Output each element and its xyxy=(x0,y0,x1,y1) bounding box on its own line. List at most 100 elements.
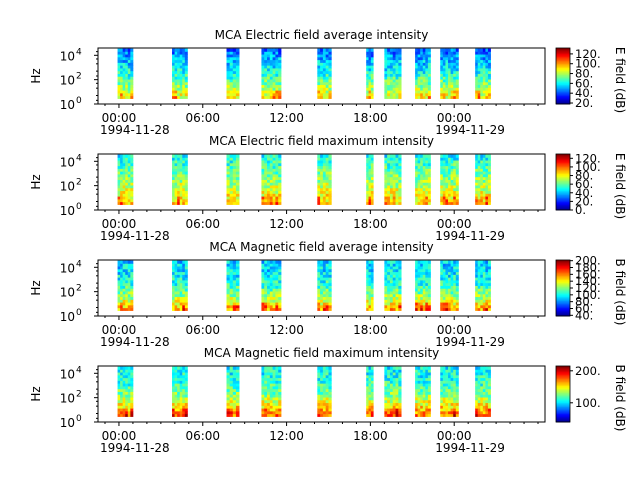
spectrogram-cell xyxy=(422,92,426,97)
spectrogram-cell xyxy=(317,84,321,88)
spectrogram-cell xyxy=(487,65,491,69)
spectrogram-cell xyxy=(275,263,279,267)
spectrogram-cell xyxy=(425,73,429,77)
spectrogram-cell xyxy=(445,193,449,197)
spectrogram-cell xyxy=(130,79,134,83)
spectrogram-cell xyxy=(389,263,394,267)
colorbar-segment xyxy=(556,392,570,395)
spectrogram-cell xyxy=(179,190,183,194)
spectrogram-cell xyxy=(174,391,178,395)
spectrogram-cell xyxy=(448,54,452,58)
spectrogram-cell xyxy=(174,413,178,417)
spectrogram-cell xyxy=(320,84,324,88)
spectrogram-cell xyxy=(184,92,188,97)
spectrogram-cell xyxy=(387,174,391,178)
spectrogram-cell xyxy=(120,160,124,164)
spectrogram-cell xyxy=(235,198,240,203)
spectrogram-cell xyxy=(117,62,121,66)
spectrogram-cell xyxy=(422,374,426,379)
spectrogram-cell xyxy=(448,51,452,55)
spectrogram-cell xyxy=(398,84,402,88)
colorbar-segment xyxy=(556,416,570,419)
spectrogram-cell xyxy=(415,193,419,197)
y-tick-exponent: 4 xyxy=(76,153,82,163)
spectrogram-cell xyxy=(272,291,276,295)
spectrogram-cell xyxy=(127,68,131,72)
spectrogram-cell xyxy=(370,59,374,63)
colorbar-segment xyxy=(556,198,570,201)
spectrogram-cell xyxy=(269,174,274,178)
spectrogram-cell xyxy=(480,374,484,379)
spectrogram-cell xyxy=(182,179,186,183)
spectrogram-cell xyxy=(480,95,484,99)
spectrogram-cell xyxy=(422,288,426,292)
spectrogram-cell xyxy=(174,87,178,91)
colorbar-segment xyxy=(556,69,570,71)
spectrogram-cell xyxy=(368,56,372,61)
spectrogram-cell xyxy=(278,397,282,401)
spectrogram-cell xyxy=(269,277,274,281)
spectrogram-cell xyxy=(482,291,486,295)
spectrogram-cell xyxy=(417,394,421,398)
spectrogram-cell xyxy=(389,299,394,303)
spectrogram-cell xyxy=(177,369,181,373)
spectrogram-cell xyxy=(328,282,332,286)
spectrogram-cell xyxy=(389,277,394,281)
spectrogram-cell xyxy=(398,182,402,186)
spectrogram-cell xyxy=(475,79,479,83)
spectrogram-cell xyxy=(322,372,327,376)
spectrogram-cell xyxy=(272,196,276,200)
spectrogram-cell xyxy=(427,302,431,306)
spectrogram-cell xyxy=(125,394,129,398)
spectrogram-cell xyxy=(125,76,129,80)
spectrogram-cell xyxy=(485,408,489,412)
spectrogram-cell xyxy=(232,56,237,61)
spectrogram-cell xyxy=(370,277,374,281)
spectrogram-cell xyxy=(177,299,181,303)
spectrogram-cell xyxy=(420,380,424,384)
spectrogram-cell xyxy=(450,65,454,69)
spectrogram-cell xyxy=(450,377,454,381)
spectrogram-cell xyxy=(322,282,327,286)
spectrogram-cell xyxy=(322,377,327,381)
spectrogram-cell xyxy=(477,399,481,404)
spectrogram-cell xyxy=(174,193,178,197)
spectrogram-cell xyxy=(272,62,276,66)
spectrogram-cell xyxy=(235,54,240,58)
spectrogram-cell xyxy=(269,285,274,289)
spectrogram-cell xyxy=(125,187,129,192)
spectrogram-cell xyxy=(450,174,454,178)
spectrogram-cell xyxy=(232,90,237,94)
spectrogram-cell xyxy=(272,68,276,72)
spectrogram-cell xyxy=(182,266,186,270)
spectrogram-cell xyxy=(232,410,237,415)
spectrogram-cell xyxy=(317,296,321,300)
spectrogram-cell xyxy=(487,187,491,192)
spectrogram-cell xyxy=(267,271,271,275)
spectrogram-cell xyxy=(398,399,402,404)
spectrogram-cell xyxy=(127,201,131,205)
spectrogram-cell xyxy=(487,274,491,278)
spectrogram-cell xyxy=(482,196,486,200)
spectrogram-cell xyxy=(125,280,129,284)
spectrogram-cell xyxy=(264,405,268,409)
spectrogram-cell xyxy=(278,307,282,311)
spectrogram-cell xyxy=(325,413,329,417)
spectrogram-cell xyxy=(182,408,186,412)
spectrogram-cell xyxy=(487,182,491,186)
spectrogram-cell xyxy=(475,65,479,69)
colorbar-segment xyxy=(556,97,570,99)
spectrogram-cell xyxy=(122,68,126,72)
spectrogram-cell xyxy=(177,90,181,94)
spectrogram-cell xyxy=(387,263,391,267)
spectrogram-cell xyxy=(370,397,374,401)
spectrogram-cell xyxy=(487,179,491,183)
spectrogram-cell xyxy=(272,386,276,390)
spectrogram-cell xyxy=(440,154,444,158)
spectrogram-cell xyxy=(425,372,429,376)
spectrogram-cell xyxy=(440,296,444,300)
spectrogram-cell xyxy=(368,84,372,88)
spectrogram-cell xyxy=(325,383,329,387)
colorbar-segment xyxy=(556,399,570,402)
spectrogram-cell xyxy=(117,391,121,395)
